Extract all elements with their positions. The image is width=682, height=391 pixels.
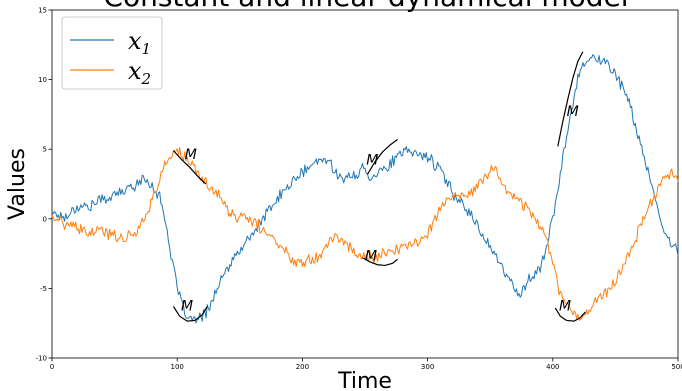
y-tick-label: 5 — [43, 146, 47, 154]
model-curve-3 — [366, 138, 398, 175]
x-tick-label: 0 — [50, 363, 54, 371]
y-tick-label: -5 — [40, 285, 47, 293]
model-label-6: M — [559, 299, 571, 315]
y-axis: -10 -5 0 5 10 15 — [36, 7, 52, 363]
y-tick-label: -10 — [36, 355, 47, 363]
x-axis-label: Time — [337, 369, 392, 391]
legend-frame — [61, 16, 163, 90]
x-tick-label: 200 — [296, 363, 309, 371]
chart-title: Constant and linear dynamical model — [103, 0, 628, 13]
model-label-4: M — [365, 249, 377, 265]
y-tick-label: 15 — [38, 7, 47, 15]
model-curve-2 — [172, 306, 208, 322]
model-curve-6 — [554, 307, 586, 322]
plot-area: 0 100 200 300 400 500 -10 -5 0 5 10 15 M M M M M M — [36, 7, 682, 372]
x-axis: 0 100 200 300 400 500 — [50, 358, 682, 371]
legend: x1 x2 — [61, 16, 163, 90]
series-layer — [51, 54, 679, 324]
model-curve-5 — [557, 51, 584, 147]
x-tick-label: 300 — [421, 363, 434, 371]
x-tick-label: 100 — [171, 363, 184, 371]
model-label-2: M — [181, 299, 193, 315]
model-label-3: M — [366, 153, 378, 169]
series-line-1 — [51, 54, 679, 324]
annotation-layer: M M M M M M — [172, 51, 586, 322]
x-tick-label: 400 — [546, 363, 559, 371]
x-tick-label: 500 — [671, 363, 682, 371]
model-label-1: M — [185, 147, 197, 163]
y-tick-label: 0 — [43, 215, 47, 223]
y-tick-label: 10 — [38, 76, 47, 84]
model-curve-1 — [172, 150, 207, 185]
y-axis-label: Values — [5, 148, 30, 220]
plot-frame — [51, 9, 679, 359]
model-label-5: M — [567, 104, 579, 120]
model-curve-4 — [362, 257, 398, 267]
series-line-2 — [51, 146, 679, 321]
